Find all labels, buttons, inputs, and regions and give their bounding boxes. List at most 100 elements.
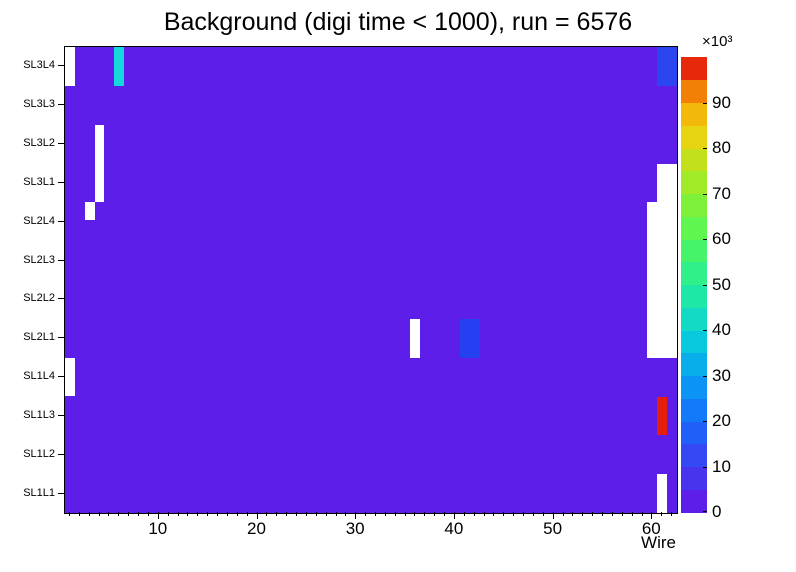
- x-axis-major-tick: [355, 512, 357, 519]
- heatmap-cell-sl3l2-w4: [94, 124, 105, 203]
- x-axis-minor-tick: [523, 512, 524, 516]
- x-tick-label-30: 30: [345, 519, 365, 538]
- heatmap-cell-sl2l1-w41: [459, 318, 480, 358]
- x-tick-label-20: 20: [247, 519, 266, 538]
- colorbar-tick: [703, 511, 707, 512]
- x-axis-minor-tick: [542, 512, 544, 516]
- colorbar-segment-19: [681, 57, 707, 81]
- x-axis-minor-tick: [513, 512, 515, 516]
- y-axis-tick: [58, 143, 64, 145]
- y-axis-tick: [58, 181, 64, 183]
- heatmap-cell-sl1l1-w61: [657, 474, 668, 513]
- y-axis-tick: [58, 104, 64, 106]
- colorbar-segment-7: [681, 330, 707, 354]
- heatmap-cell-sl2l1-w36: [410, 318, 421, 358]
- colorbar-tick: [703, 148, 707, 149]
- y-axis-tick: [58, 259, 64, 261]
- colorbar-segment-17: [681, 102, 707, 126]
- colorbar-segment-12: [681, 216, 707, 240]
- row-label-sl1l3: SL1L3: [23, 408, 55, 421]
- colorbar-segment-16: [681, 125, 707, 149]
- colorbar-tick-label-70: 70: [712, 183, 731, 203]
- x-axis-major-tick: [256, 512, 258, 519]
- x-axis-minor-tick: [177, 512, 179, 516]
- x-axis-minor-tick: [582, 512, 584, 516]
- row-label-sl1l2: SL1L2: [23, 447, 55, 460]
- colorbar-segment-3: [681, 421, 707, 445]
- x-axis-minor-tick: [602, 512, 603, 516]
- row-label-sl3l2: SL3L2: [23, 137, 55, 150]
- colorbar-tick: [703, 421, 707, 422]
- x-axis-minor-tick: [414, 512, 416, 516]
- colorbar-segment-4: [681, 398, 707, 422]
- x-axis-minor-tick: [384, 512, 386, 516]
- x-axis-minor-tick: [503, 512, 505, 516]
- colorbar-segment-8: [681, 307, 707, 331]
- x-axis-minor-tick: [187, 512, 189, 516]
- x-axis-minor-tick: [611, 512, 613, 516]
- x-axis-minor-tick: [246, 512, 248, 516]
- x-axis-major-tick: [651, 512, 653, 519]
- colorbar-tick: [703, 284, 707, 286]
- x-axis-minor-tick: [147, 512, 149, 516]
- x-axis-minor-tick: [118, 512, 120, 516]
- x-axis-major-tick: [552, 512, 554, 519]
- x-axis-minor-tick: [365, 512, 367, 516]
- row-label-sl2l4: SL2L4: [23, 214, 55, 227]
- y-axis-tick: [58, 453, 64, 455]
- x-tick-label-60: 60: [641, 519, 661, 538]
- colorbar-segment-11: [681, 239, 707, 263]
- colorbar-segment-14: [681, 170, 707, 194]
- x-axis-minor-tick: [315, 512, 317, 516]
- row-label-sl1l4: SL1L4: [23, 370, 55, 383]
- x-tick-label-50: 50: [543, 519, 563, 538]
- x-axis-minor-tick: [78, 512, 80, 516]
- x-axis-minor-tick: [631, 512, 633, 516]
- colorbar-tick-label-40: 40: [712, 320, 731, 339]
- x-axis-minor-tick: [463, 512, 465, 516]
- row-label-sl2l2: SL2L2: [23, 292, 55, 305]
- x-tick-label-40: 40: [444, 519, 464, 538]
- x-axis-minor-tick: [592, 512, 594, 516]
- colorbar-tick-labels: 0 10 20 30 40 50 60 70 80 90: [712, 57, 772, 522]
- colorbar-segment-5: [681, 375, 707, 399]
- colorbar-segment-18: [681, 79, 707, 103]
- y-axis-tick: [58, 337, 64, 339]
- y-axis-labels: SL3L4 SL3L3 SL3L2 SL3L1 SL2L4 SL2L3 SL2L2 SL2L1…: [0, 46, 64, 512]
- x-axis-minor-tick: [335, 512, 337, 516]
- x-axis-minor-tick: [286, 512, 288, 516]
- x-axis-minor-tick: [404, 512, 406, 516]
- colorbar-tick: [703, 102, 707, 104]
- x-axis-minor-tick: [236, 512, 238, 516]
- heatmap-cell-sl3l4-w1: [65, 47, 75, 86]
- x-axis-minor-tick: [434, 512, 436, 516]
- x-axis-minor-tick: [444, 512, 445, 516]
- x-axis-minor-tick: [424, 512, 426, 516]
- heatmap-cell-sl3l4-w6: [114, 47, 125, 86]
- colorbar-tick-label-80: 80: [712, 138, 731, 157]
- x-axis-minor-tick: [266, 512, 268, 516]
- x-axis-minor-tick: [621, 512, 623, 516]
- heatmap-cell-sl3l1-w61: [657, 163, 677, 203]
- x-axis-minor-tick: [88, 512, 90, 516]
- x-axis-minor-tick: [98, 512, 100, 516]
- colorbar-segment-2: [681, 443, 707, 467]
- heatmap-cell-sl1l3-w61: [657, 396, 668, 436]
- x-axis-minor-tick: [167, 512, 169, 516]
- x-tick-label-10: 10: [148, 519, 168, 538]
- colorbar-tick-label-0: 0: [712, 502, 722, 521]
- x-axis-minor-tick: [532, 512, 534, 516]
- x-axis-minor-tick: [207, 512, 209, 516]
- x-axis-minor-tick: [276, 512, 278, 516]
- colorbar-segment-6: [681, 352, 707, 376]
- heatmap-cell-sl1l4-w1: [65, 357, 75, 397]
- x-axis-minor-tick: [128, 512, 130, 516]
- plot-area: [64, 46, 678, 514]
- x-axis-minor-tick: [394, 512, 396, 516]
- x-axis: 10 20 30 40 50 60: [64, 512, 678, 556]
- x-axis-minor-tick: [374, 512, 376, 516]
- colorbar-segment-10: [681, 261, 707, 285]
- colorbar-tick: [703, 239, 707, 240]
- x-axis-minor-tick: [671, 512, 673, 516]
